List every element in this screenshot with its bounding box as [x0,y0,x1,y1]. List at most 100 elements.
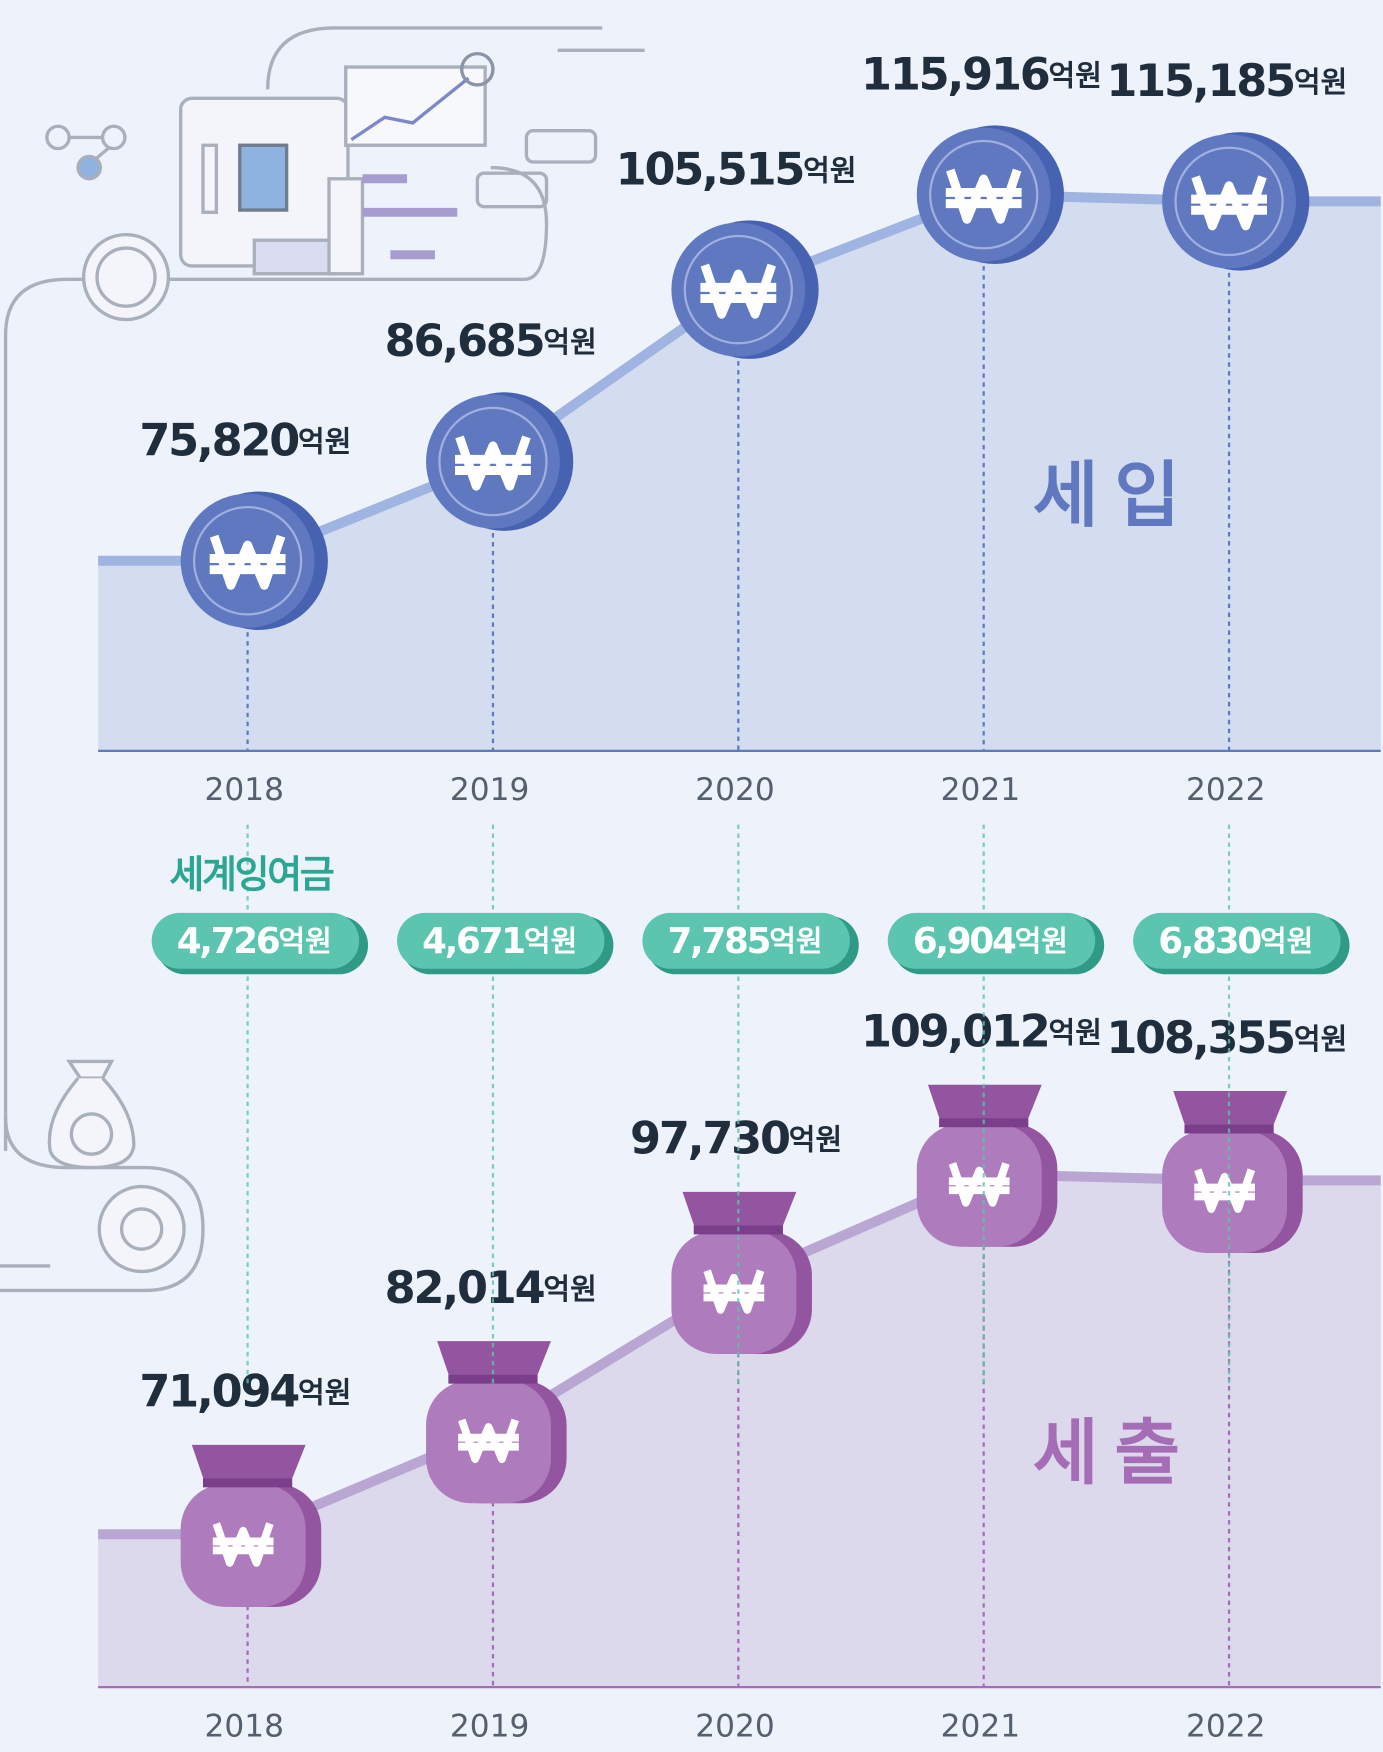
x-tick-label: 2019 [450,1708,529,1744]
money-bag [426,1341,567,1504]
pill [642,912,850,969]
value-number: 4,726 [177,921,279,962]
value-unit: 억원 [803,153,856,187]
value-number: 82,014 [385,1262,545,1314]
value-label: 105,515억원 [616,143,857,195]
pill [151,912,360,969]
value-unit: 억원 [524,924,577,958]
value-label: 6,830억원 [1158,921,1313,962]
value-label: 82,014억원 [385,1262,597,1314]
value-label: 7,785억원 [667,921,822,962]
bag-body [916,1123,1042,1247]
value-unit: 억원 [298,1376,351,1410]
value-label: 108,355억원 [1106,1012,1347,1064]
pill [887,912,1096,969]
coin [426,392,574,531]
coin-ring [192,505,303,616]
won-sign [948,1162,1010,1207]
x-tick-label: 2022 [1186,1708,1265,1744]
won-sign [1191,175,1267,231]
decoration [0,26,645,1293]
won-sign [455,435,531,491]
won-sign [945,168,1022,224]
money-bag [916,1084,1058,1247]
money-bag [180,1444,322,1607]
value-label: 4,671억원 [422,921,577,962]
x-tick-label: 2021 [941,772,1020,808]
surplus-pill [151,912,369,975]
value-number: 105,515 [616,143,804,195]
money-bag [1162,1091,1303,1254]
bag-neck [437,1341,551,1381]
value-number: 6,904 [913,921,1016,962]
value-number: 109,012 [861,1005,1049,1057]
value-label: 109,012억원 [861,1005,1102,1057]
value-number: 97,730 [630,1113,789,1165]
content: 세 입201875,820억원201986,685억원2020105,515억원… [0,26,1381,1744]
value-label: 115,185억원 [1106,55,1347,107]
value-number: 4,671 [422,921,524,962]
coin [671,220,819,359]
bag-body [671,1231,797,1354]
value-unit: 억원 [1015,924,1068,958]
surplus-pill [887,912,1105,975]
won-sign [700,263,777,319]
value-unit: 억원 [1049,58,1102,92]
bag-body [1162,1130,1288,1254]
value-unit: 억원 [769,924,822,958]
value-unit: 억원 [1049,1015,1102,1049]
coin-ring [1174,146,1284,257]
chart-title: 세 출 [1033,1412,1178,1495]
x-tick-label: 2021 [941,1708,1020,1744]
x-tick-label: 2022 [1186,772,1265,808]
value-number: 86,685 [385,315,544,367]
value-unit: 억원 [543,1272,596,1306]
chart-title: 세 입 [1033,454,1176,537]
won-sign [212,1522,274,1567]
value-unit: 억원 [1294,1022,1347,1056]
value-unit: 억원 [278,924,331,958]
value-label: 4,726억원 [177,921,332,962]
coin [916,125,1064,264]
value-label: 97,730억원 [630,1113,842,1165]
value-label: 6,904억원 [913,921,1068,962]
x-tick-label: 2019 [450,772,529,808]
value-unit: 억원 [789,1123,842,1157]
value-number: 115,916 [861,48,1049,100]
value-label: 86,685억원 [385,315,597,367]
value-unit: 억원 [543,325,596,359]
surplus-pill [642,912,859,975]
value-unit: 억원 [298,424,351,458]
won-sign [703,1269,765,1314]
bag-neck [191,1444,306,1484]
value-label: 71,094억원 [139,1366,351,1418]
surplus-pill [397,912,614,975]
value-number: 71,094 [139,1366,299,1418]
value-label: 75,820억원 [139,414,351,466]
value-number: 115,185 [1106,55,1294,107]
value-unit: 억원 [1294,65,1347,99]
coin [180,491,328,631]
pill [1133,912,1341,969]
value-number: 7,785 [667,921,769,962]
bag-body [426,1380,551,1504]
value-label: 115,916억원 [861,48,1102,100]
won-sign [209,534,286,590]
pill [397,912,605,969]
bag-tie [202,1478,293,1488]
value-number: 75,820 [139,414,298,466]
area [98,1174,1381,1688]
x-tick-label: 2018 [205,1708,284,1744]
x-tick-label: 2020 [695,772,774,808]
x-tick-label: 2020 [695,1708,774,1744]
coin-ring [929,139,1039,250]
x-tick-label: 2018 [205,772,284,808]
won-sign [458,1418,519,1464]
value-unit: 억원 [1260,924,1313,958]
value-number: 108,355 [1106,1012,1294,1064]
bag-neck [1173,1091,1288,1131]
won-sign [1194,1168,1256,1213]
coin-ring [683,234,793,345]
surplus-title: 세계잉여금 [169,853,334,897]
